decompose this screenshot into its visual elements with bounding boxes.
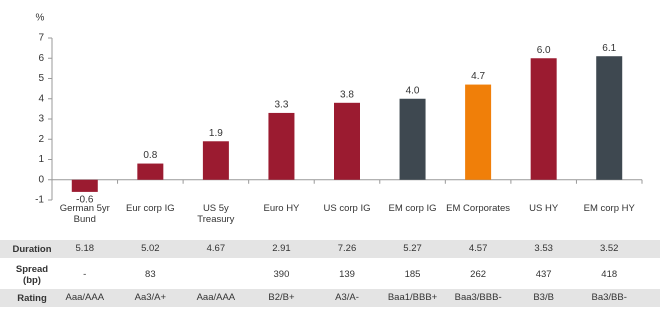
table-cell: - bbox=[83, 269, 87, 280]
table-cell: Baa1/BBB+ bbox=[387, 292, 438, 303]
x-tick-label: EM Corporates bbox=[446, 203, 511, 214]
x-tick-label: EM corp IG bbox=[388, 203, 437, 214]
table-cell: B2/B+ bbox=[268, 292, 295, 303]
table-cell: 262 bbox=[470, 269, 487, 280]
table-cell: 7.26 bbox=[337, 243, 357, 254]
row-label: Spread (bp) bbox=[15, 264, 49, 286]
table-cell: 3.52 bbox=[599, 243, 619, 254]
table-cell: 418 bbox=[601, 269, 618, 280]
x-tick-label: US 5y Treasury bbox=[197, 203, 235, 225]
table-cell: 5.27 bbox=[403, 243, 422, 254]
value-label: 3.3 bbox=[274, 100, 288, 111]
value-label: 6.0 bbox=[537, 45, 551, 56]
bar bbox=[596, 56, 623, 180]
value-label: 6.1 bbox=[602, 43, 616, 54]
table-row bbox=[0, 289, 660, 307]
chart: % -1 0 1 2 3 4 5 6 7 -0.6 0.8 1.9 3.3 3.8 4.0 4.7 6.0 6.1 bbox=[35, 13, 643, 206]
value-label: 3.8 bbox=[340, 89, 354, 100]
y-tick-label: 3 bbox=[38, 114, 44, 125]
x-tick-label: US HY bbox=[529, 203, 559, 214]
table-cell: 2.91 bbox=[272, 243, 291, 254]
bar bbox=[399, 98, 426, 180]
x-tick-label: EM corp HY bbox=[583, 203, 635, 214]
table-cell: 185 bbox=[404, 269, 421, 280]
bar bbox=[530, 58, 557, 180]
value-label: -0.6 bbox=[76, 195, 94, 206]
y-tick-label: -1 bbox=[35, 195, 44, 206]
x-tick-label: Eur corp IG bbox=[126, 203, 175, 214]
y-tick-label: 4 bbox=[38, 93, 44, 104]
y-tick-label: 2 bbox=[38, 134, 44, 145]
bar bbox=[465, 84, 492, 180]
bar bbox=[71, 179, 98, 192]
row-label: Duration bbox=[12, 243, 52, 255]
table-cell: Baa3/BBB- bbox=[454, 292, 502, 303]
y-tick-label: 1 bbox=[38, 154, 44, 165]
bar bbox=[202, 141, 229, 180]
table-cell: Aa3/A+ bbox=[134, 292, 167, 303]
value-label: 4.0 bbox=[406, 85, 420, 96]
table-cell: A3/A- bbox=[335, 292, 359, 303]
value-label: 0.8 bbox=[143, 150, 157, 161]
y-axis-label: % bbox=[36, 13, 45, 24]
bar bbox=[137, 163, 164, 180]
y-tick-label: 0 bbox=[38, 174, 44, 185]
x-tick-label: US corp IG bbox=[323, 203, 371, 214]
bar bbox=[268, 112, 295, 180]
table-cell: Ba3/BB- bbox=[591, 292, 627, 303]
x-tick-label: German 5yr Bund bbox=[59, 203, 110, 225]
y-tick-label: 6 bbox=[38, 53, 44, 64]
row-label: Rating bbox=[17, 292, 47, 304]
table-row bbox=[0, 240, 660, 258]
value-label: 4.7 bbox=[471, 71, 485, 82]
x-tick-label: Euro HY bbox=[263, 203, 300, 214]
table-cell: 5.02 bbox=[141, 243, 160, 254]
table-cell: 139 bbox=[339, 269, 355, 280]
y-tick-label: 5 bbox=[38, 73, 44, 84]
table-cell: 5.18 bbox=[75, 243, 95, 254]
table-cell: 437 bbox=[535, 269, 552, 280]
table-cell: Aaa/AAA bbox=[196, 292, 236, 303]
table-cell: Aaa/AAA bbox=[65, 292, 105, 303]
value-label: 1.9 bbox=[209, 128, 223, 139]
table-cell: 390 bbox=[273, 269, 290, 280]
table-cell: 4.57 bbox=[468, 243, 488, 254]
table-cell: B3/B bbox=[533, 292, 554, 303]
table-cell: 4.67 bbox=[206, 243, 226, 254]
table-cell: 83 bbox=[145, 269, 156, 280]
y-tick-label: 7 bbox=[38, 33, 44, 44]
table-cell: 3.53 bbox=[534, 243, 553, 254]
bar bbox=[334, 102, 360, 180]
